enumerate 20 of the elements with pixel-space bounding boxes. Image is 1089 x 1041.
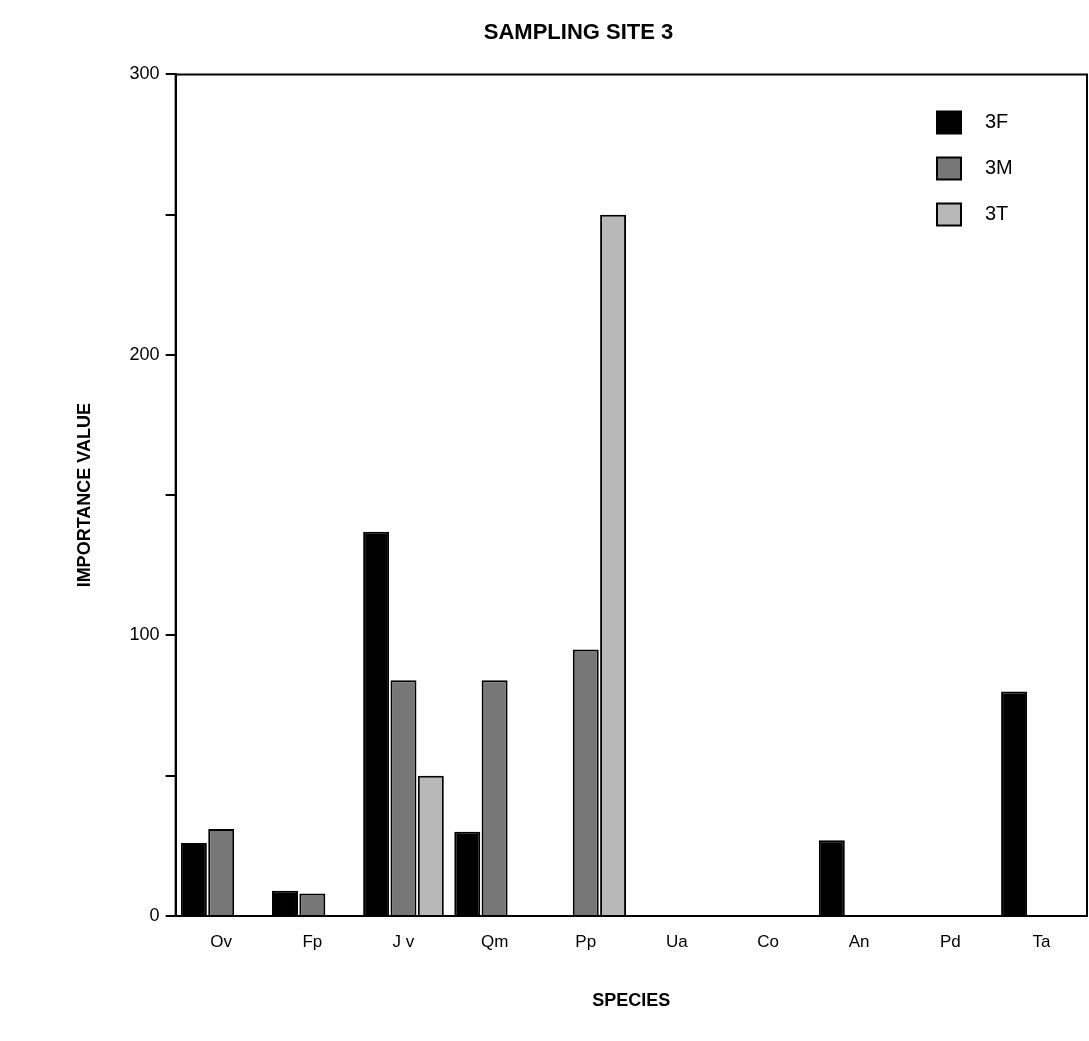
chart-title: SAMPLING SITE 3 xyxy=(483,19,674,45)
legend-label: 3F xyxy=(985,109,1009,132)
x-tick-label: Pd xyxy=(939,931,961,951)
x-tick-label: J v xyxy=(392,931,415,951)
x-tick-label: An xyxy=(848,931,870,951)
y-tick-label: 300 xyxy=(129,63,160,84)
x-tick-label: Fp xyxy=(302,931,323,951)
y-axis-title: IMPORTANCE VALUE xyxy=(73,403,94,588)
y-tick-label: 100 xyxy=(129,624,160,645)
x-tick-label: Ta xyxy=(1032,931,1051,951)
legend-label: 3T xyxy=(985,201,1009,224)
x-tick-label: Pp xyxy=(575,931,597,951)
y-tick-label: 200 xyxy=(129,343,160,364)
x-tick-label: Ov xyxy=(210,931,233,951)
x-axis-title: SPECIES xyxy=(592,990,671,1011)
y-tick-label: 0 xyxy=(149,904,160,925)
legend-label: 3M xyxy=(985,155,1013,178)
x-tick-label: Co xyxy=(757,931,779,951)
x-tick-label: Ua xyxy=(666,931,689,951)
x-tick-label: Qm xyxy=(480,931,509,951)
